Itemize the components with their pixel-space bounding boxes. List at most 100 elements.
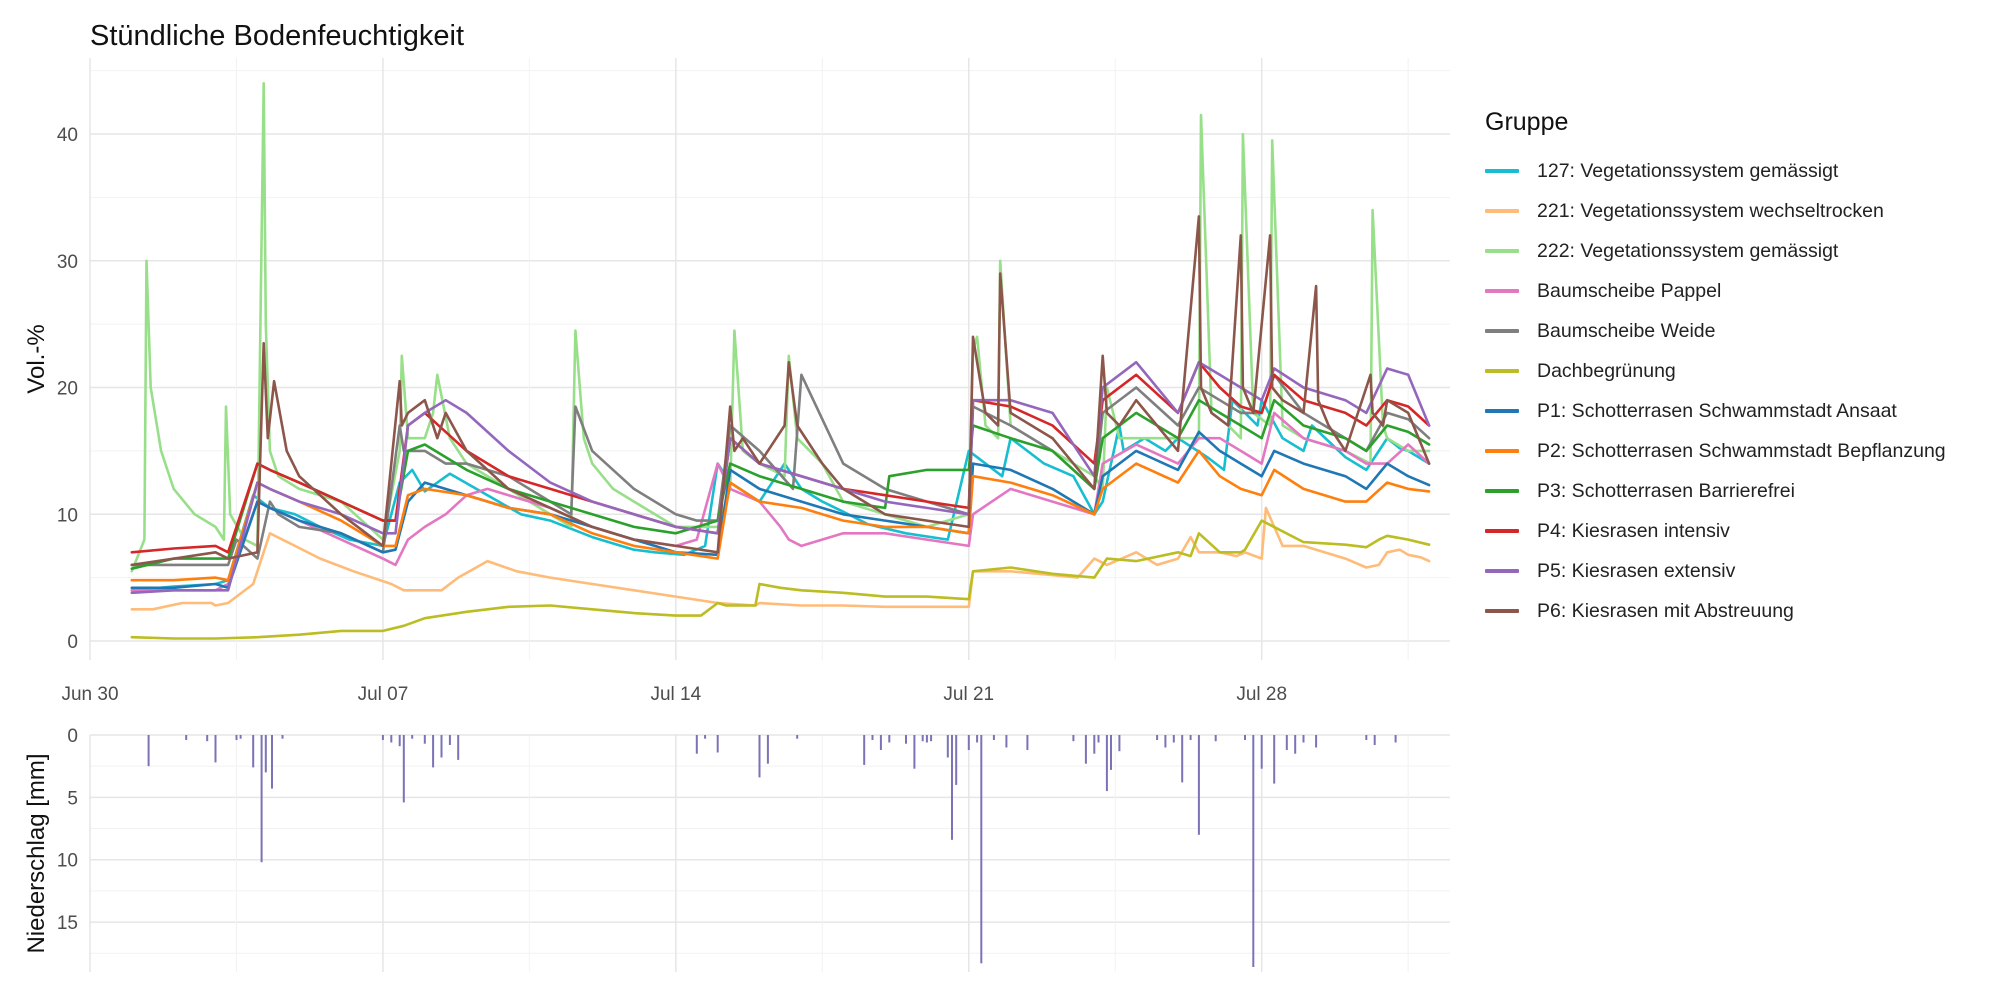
rain-bar bbox=[206, 735, 209, 742]
rain-bar bbox=[992, 735, 995, 740]
series-line-12 bbox=[130, 215, 1431, 567]
legend-swatch bbox=[1485, 169, 1519, 173]
rain-bar bbox=[716, 735, 719, 753]
rain-bar bbox=[951, 735, 953, 840]
x-tick-label: Jul 21 bbox=[943, 684, 994, 705]
rain-bar bbox=[264, 735, 267, 773]
legend-item: Dachbegrünung bbox=[1485, 351, 1946, 391]
rain-bar bbox=[1273, 735, 1276, 784]
moisture-axis-ticks: 0 10 20 30 40 Jun 30 Jul 07 Jul 14 Jul 21 Jul 28 bbox=[57, 125, 1287, 705]
series-line-2 bbox=[130, 506, 1431, 611]
rain-bar bbox=[946, 735, 949, 758]
rain-bar bbox=[1214, 735, 1217, 742]
y-tick-label: 30 bbox=[57, 252, 78, 273]
rain-y-tick-label: 5 bbox=[67, 788, 78, 809]
rain-bar bbox=[214, 735, 217, 763]
rain-bar bbox=[440, 735, 443, 758]
legend-label: 221: Vegetationssystem wechseltrocken bbox=[1537, 199, 1884, 222]
rain-bar bbox=[1084, 735, 1087, 764]
legend-items: 127: Vegetationssystem gemässigt 221: Veg… bbox=[1485, 151, 1946, 631]
legend-swatch bbox=[1485, 569, 1519, 573]
legend-item: Baumscheibe Pappel bbox=[1485, 271, 1946, 311]
rain-bars bbox=[147, 735, 1397, 967]
series-line-8 bbox=[130, 449, 1431, 582]
legend-item: P1: Schotterrasen Schwammstadt Ansaat bbox=[1485, 391, 1946, 431]
rain-y-tick-label: 0 bbox=[67, 726, 78, 747]
moisture-series bbox=[130, 82, 1431, 640]
series-line-10 bbox=[130, 360, 1431, 554]
legend-item: 222: Vegetationssystem gemässigt bbox=[1485, 231, 1946, 271]
legend-item: 221: Vegetationssystem wechseltrocken bbox=[1485, 191, 1946, 231]
legend-swatch bbox=[1485, 409, 1519, 413]
rain-bar bbox=[1394, 735, 1397, 743]
rain-bar bbox=[1197, 735, 1200, 835]
rain-bar bbox=[1097, 735, 1100, 743]
rain-bar bbox=[1260, 735, 1263, 769]
series-line-11 bbox=[130, 360, 1431, 595]
x-tick-label: Jul 28 bbox=[1236, 684, 1287, 705]
rain-bar bbox=[1302, 735, 1305, 743]
rain-bar bbox=[457, 735, 460, 760]
rain-bar bbox=[925, 735, 928, 743]
rain-bar bbox=[758, 735, 761, 778]
rain-bar bbox=[1005, 735, 1008, 748]
rain-bar bbox=[1252, 735, 1255, 967]
rain-bar bbox=[252, 735, 255, 768]
rain-bar bbox=[1093, 735, 1096, 754]
rain-bar bbox=[281, 735, 284, 739]
y-tick-label: 20 bbox=[57, 379, 78, 400]
rain-bar bbox=[888, 735, 891, 743]
series-line-5 bbox=[130, 373, 1431, 567]
rain-bar bbox=[1181, 735, 1184, 783]
rain-bar bbox=[235, 735, 238, 740]
legend-swatch bbox=[1485, 209, 1519, 213]
rain-bar bbox=[271, 735, 273, 789]
rain-bar bbox=[695, 735, 698, 754]
rain-bar bbox=[955, 735, 958, 785]
legend-item: P3: Schotterrasen Barrierefrei bbox=[1485, 471, 1946, 511]
rain-bar bbox=[398, 735, 401, 747]
rain-bar bbox=[796, 735, 799, 739]
series-line-4 bbox=[130, 411, 1431, 592]
rain-bar bbox=[879, 735, 882, 750]
rain-bar bbox=[905, 735, 907, 744]
rain-bar bbox=[871, 735, 874, 740]
rain-bar bbox=[930, 735, 933, 742]
rain-bar bbox=[411, 735, 414, 739]
rain-bar bbox=[976, 735, 979, 743]
legend-item: P5: Kiesrasen extensiv bbox=[1485, 551, 1946, 591]
rain-bar bbox=[390, 735, 393, 743]
rain-bar bbox=[1118, 735, 1121, 752]
rain-bar bbox=[1110, 735, 1112, 770]
legend-item: P4: Kiesrasen intensiv bbox=[1485, 511, 1946, 551]
rain-bar bbox=[1072, 735, 1075, 742]
rain-bar bbox=[1156, 735, 1159, 740]
rain-bar bbox=[1105, 735, 1108, 792]
legend-label: Baumscheibe Weide bbox=[1537, 319, 1716, 342]
rain-bar bbox=[1373, 735, 1376, 745]
rain-bar bbox=[921, 735, 924, 742]
rain-bar bbox=[704, 735, 707, 739]
rain-bar bbox=[185, 735, 188, 740]
legend-swatch bbox=[1485, 329, 1519, 333]
legend-label: P2: Schotterrasen Schwammstadt Bepflanzu… bbox=[1537, 439, 1946, 462]
rain-bar bbox=[1164, 735, 1167, 748]
series-line-3 bbox=[130, 82, 1431, 573]
x-tick-label: Jun 30 bbox=[61, 684, 118, 705]
legend-label: P1: Schotterrasen Schwammstadt Ansaat bbox=[1537, 399, 1897, 422]
rain-bar bbox=[1172, 735, 1175, 743]
rain-bar bbox=[1026, 735, 1029, 750]
x-tick-label: Jul 14 bbox=[650, 684, 701, 705]
rain-bar bbox=[1315, 735, 1318, 748]
rain-bar bbox=[980, 735, 983, 964]
legend-swatch bbox=[1485, 249, 1519, 253]
rain-axis-ticks: 0 5 10 15 bbox=[57, 726, 78, 934]
y-tick-label: 40 bbox=[57, 125, 78, 146]
rain-bar bbox=[423, 735, 426, 744]
rain-y-tick-label: 15 bbox=[57, 913, 78, 934]
legend-swatch bbox=[1485, 529, 1519, 533]
legend-swatch bbox=[1485, 369, 1519, 373]
legend-label: 127: Vegetationssystem gemässigt bbox=[1537, 159, 1839, 182]
rain-bar bbox=[1294, 735, 1297, 754]
